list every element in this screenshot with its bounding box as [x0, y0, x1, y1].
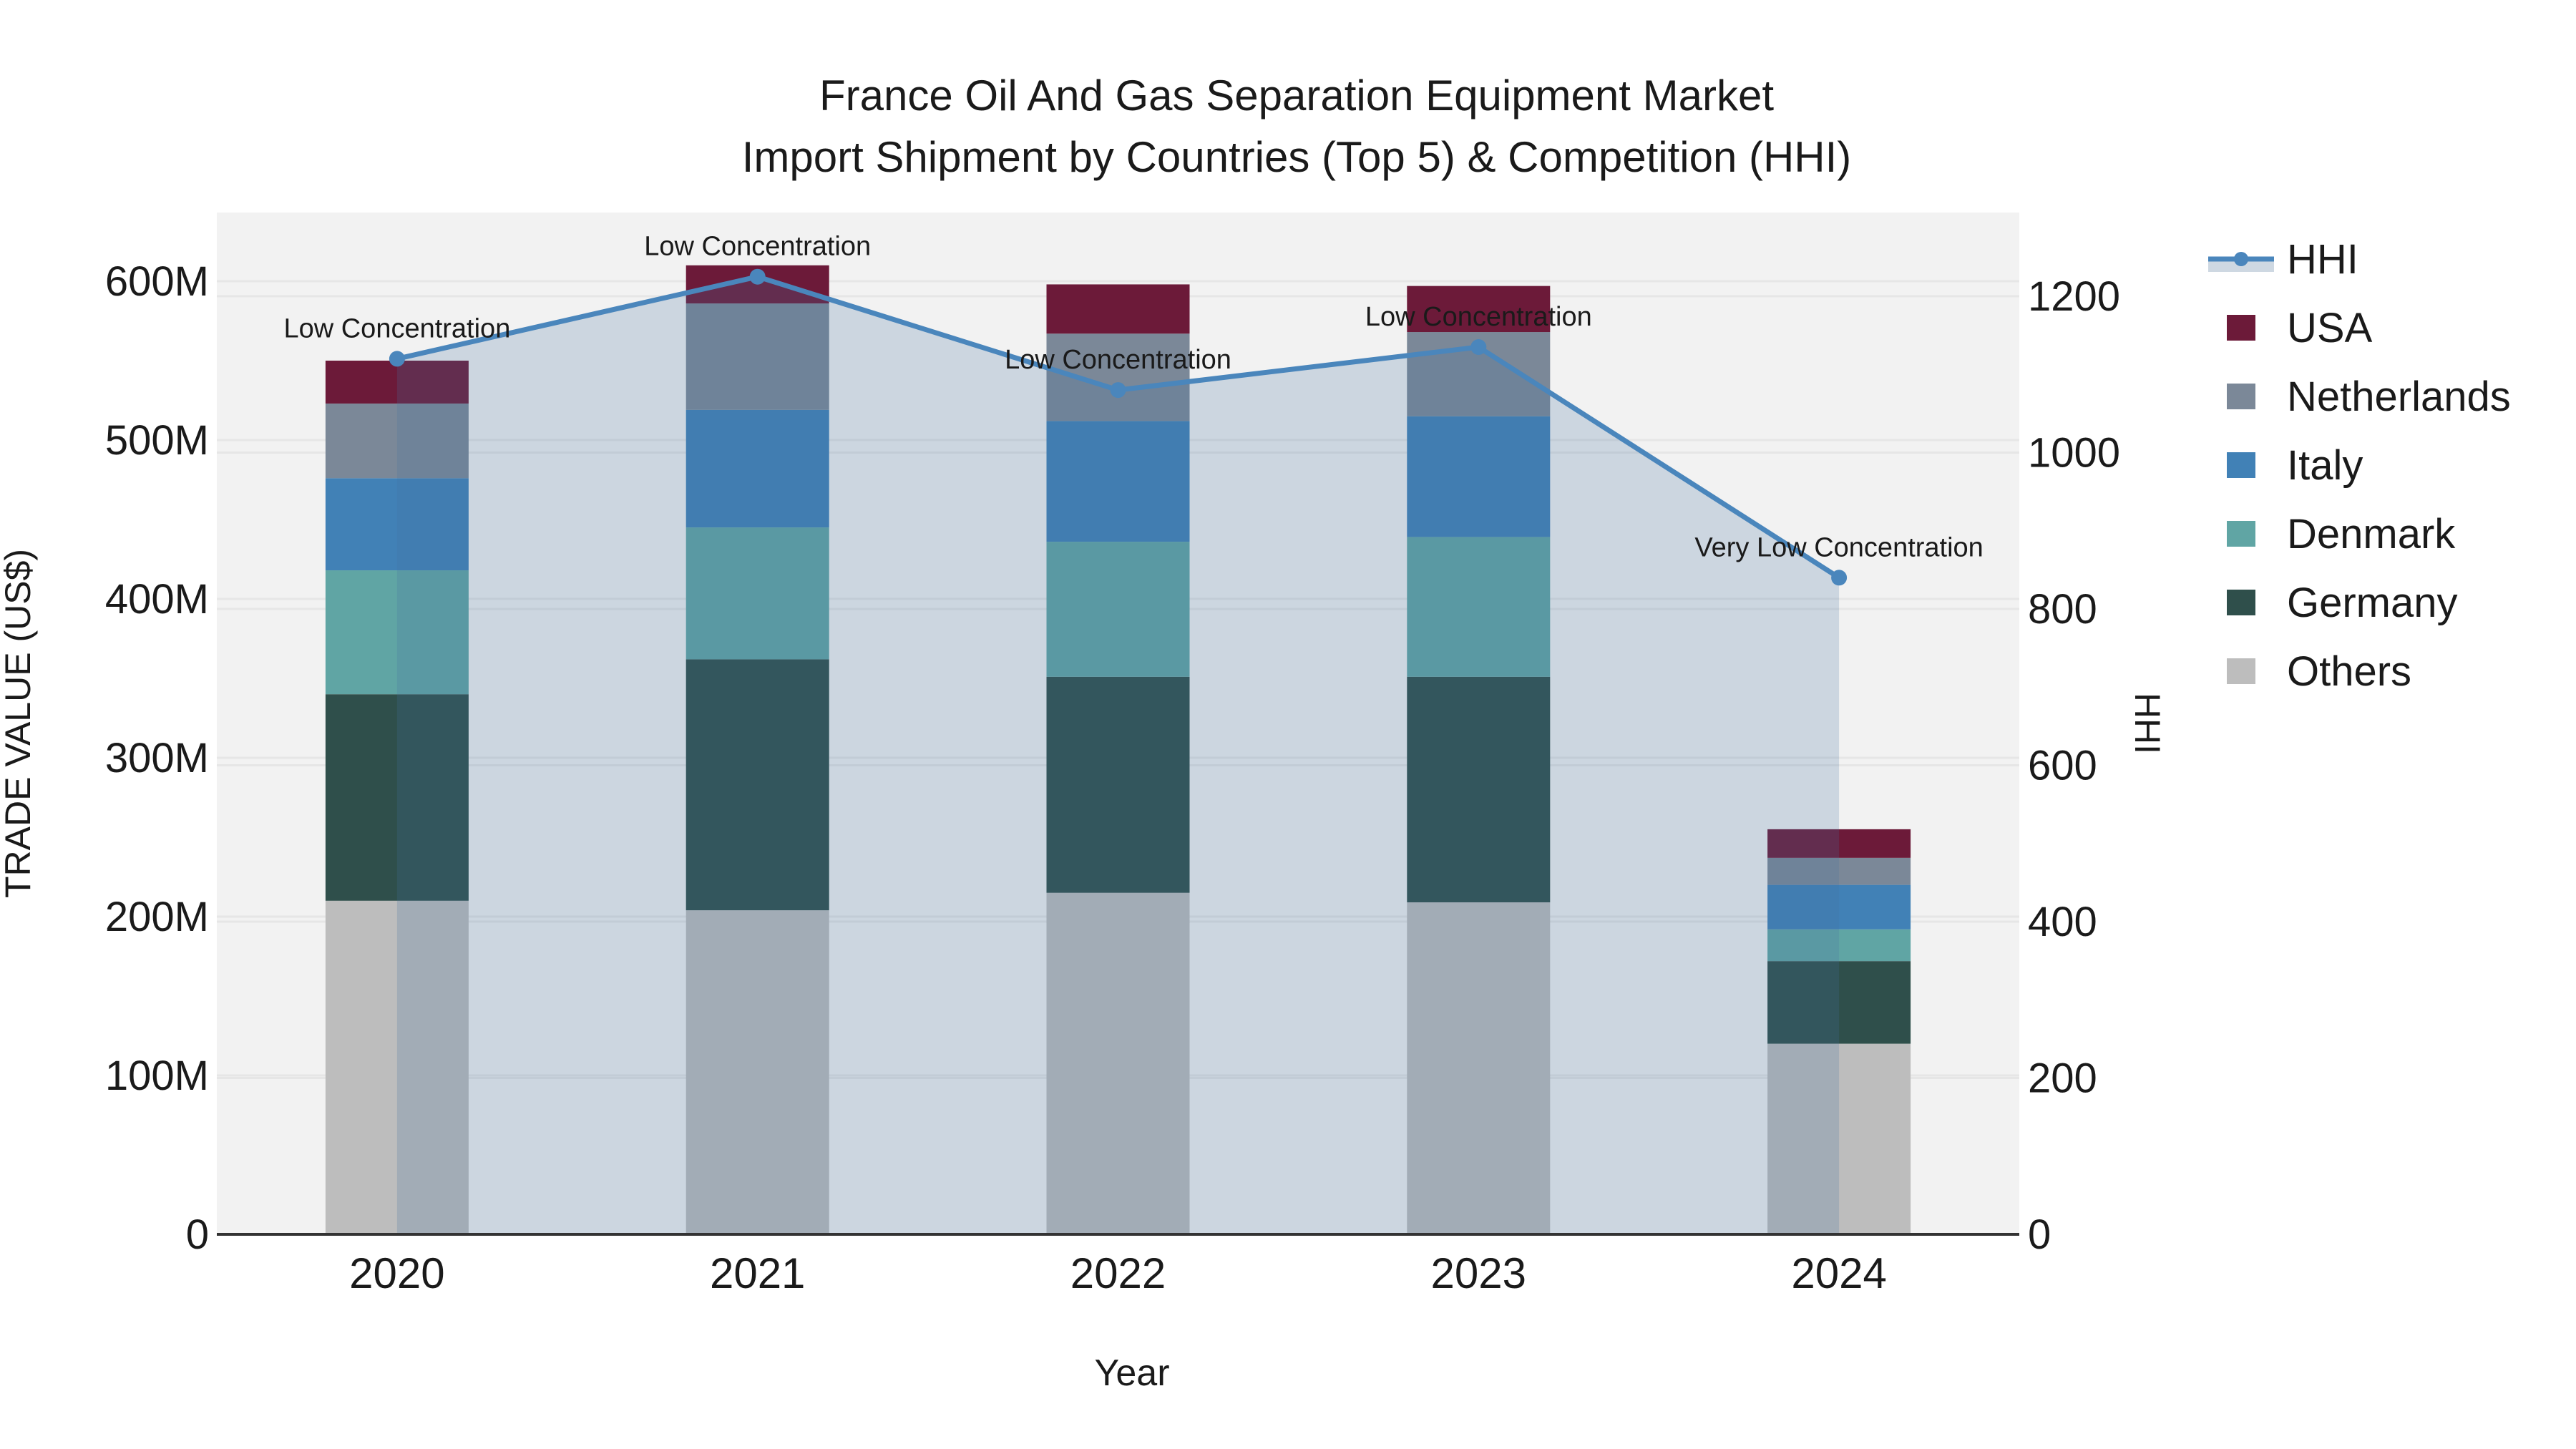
legend-swatch-usa — [2227, 315, 2255, 341]
y-tick-left-100M: 100M — [105, 1053, 209, 1099]
legend-label-others: Others — [2287, 648, 2411, 695]
legend-swatch-denmark — [2227, 521, 2255, 547]
bar-2024-germany — [1767, 961, 1911, 1044]
plot-content: 0 100M 200M 300M 400M 500M 600M 0 200 400 600 800 10… — [105, 213, 2511, 1297]
bar-2023-denmark — [1407, 537, 1551, 677]
legend-item-usa: USA — [2227, 305, 2373, 351]
bar-2021-germany — [686, 659, 829, 911]
hhi-marker-2021 — [749, 268, 766, 285]
y-tick-left-200M: 200M — [105, 894, 209, 940]
legend-item-italy: Italy — [2227, 442, 2363, 489]
legend-item-hhi: HHI — [2208, 236, 2358, 283]
x-tick-2024: 2024 — [1791, 1249, 1886, 1297]
bar-2023-italy — [1407, 416, 1551, 537]
y-tick-right-1200: 1200 — [2028, 273, 2120, 320]
y-tick-right-1000: 1000 — [2028, 430, 2120, 477]
annotation-2020: Low Concentration — [283, 313, 510, 343]
y-tick-right-800: 800 — [2028, 586, 2097, 633]
y-tick-right-400: 400 — [2028, 899, 2097, 945]
x-axis-title: Year — [1094, 1352, 1169, 1394]
legend-swatch-italy — [2227, 452, 2255, 478]
bar-2021-netherlands — [686, 303, 829, 410]
bar-2022-germany — [1046, 676, 1190, 893]
y-tick-right-600: 600 — [2028, 743, 2097, 789]
y-tick-right-200: 200 — [2028, 1055, 2097, 1102]
hhi-area-fill — [396, 276, 1840, 1234]
bar-2022-others — [1046, 892, 1190, 1234]
y-axis-left-title: TRADE VALUE (US$) — [0, 549, 38, 898]
x-tick-2021: 2021 — [710, 1249, 805, 1297]
bar-2021-italy — [686, 409, 829, 528]
bar-2020-denmark — [325, 570, 469, 695]
y-axis-right-title: HHI — [2127, 693, 2167, 754]
hhi-marker-2023 — [1470, 339, 1487, 356]
tick-labels: 0 100M 200M 300M 400M 500M 600M 0 200 400 600 800 10… — [105, 258, 2120, 1297]
x-tick-2023: 2023 — [1431, 1249, 1526, 1297]
bar-2022-italy — [1046, 421, 1190, 542]
y-tick-right-0: 0 — [2028, 1211, 2051, 1258]
chart-title-line1: France Oil And Gas Separation Equipment … — [819, 72, 1774, 119]
bar-2023-others — [1407, 902, 1551, 1234]
hhi-marker-2024 — [1831, 570, 1848, 586]
y-tick-left-0: 0 — [186, 1211, 209, 1258]
bar-2020-netherlands — [325, 403, 469, 479]
annotation-2024: Very Low Concentration — [1694, 532, 1983, 562]
bar-2020-usa — [325, 361, 469, 404]
bar-2021-denmark — [686, 527, 829, 660]
legend-label-hhi: HHI — [2287, 236, 2358, 283]
hhi-marker-2022 — [1110, 382, 1126, 399]
legend-item-netherlands: Netherlands — [2227, 374, 2511, 420]
chart-title-line2: Import Shipment by Countries (Top 5) & C… — [742, 133, 1852, 181]
bar-2024-italy — [1767, 884, 1911, 930]
bar-2023-usa — [1407, 286, 1551, 333]
bar-2020-italy — [325, 478, 469, 571]
legend-label-usa: USA — [2287, 305, 2373, 351]
bar-2024-netherlands — [1767, 857, 1911, 885]
bar-2023-germany — [1407, 676, 1551, 903]
legend-line-marker — [2234, 252, 2248, 266]
bar-2024-others — [1767, 1043, 1911, 1234]
annotation-2023: Low Concentration — [1365, 302, 1592, 332]
bar-2021-others — [686, 910, 829, 1234]
legend-label-italy: Italy — [2287, 442, 2363, 489]
bar-2024-usa — [1767, 829, 1911, 858]
bar-2022-denmark — [1046, 542, 1190, 677]
y-tick-left-600M: 600M — [105, 258, 209, 305]
legend-item-germany: Germany — [2227, 580, 2458, 626]
legend-label-denmark: Denmark — [2287, 511, 2456, 557]
legend-item-others: Others — [2227, 648, 2411, 695]
hhi-marker-2020 — [389, 351, 405, 367]
legend-swatch-netherlands — [2227, 384, 2255, 409]
legend-swatch-germany — [2227, 590, 2255, 615]
annotation-2021: Low Concentration — [644, 232, 871, 262]
legend-swatch-others — [2227, 658, 2255, 684]
bar-2020-others — [325, 900, 469, 1234]
y-tick-left-300M: 300M — [105, 735, 209, 781]
y-tick-left-400M: 400M — [105, 576, 209, 623]
legend-item-denmark: Denmark — [2227, 511, 2456, 557]
bar-2022-usa — [1046, 284, 1190, 334]
legend-label-netherlands: Netherlands — [2287, 374, 2511, 420]
annotation-2022: Low Concentration — [1005, 345, 1231, 375]
y-tick-left-500M: 500M — [105, 417, 209, 464]
stacked-bars — [325, 265, 1911, 1234]
bar-2020-germany — [325, 694, 469, 901]
bar-2024-denmark — [1767, 929, 1911, 962]
x-tick-2022: 2022 — [1070, 1249, 1166, 1297]
x-tick-2020: 2020 — [349, 1249, 444, 1297]
legend-label-germany: Germany — [2287, 580, 2458, 626]
legend: HHI USA Netherlands Italy Denmark Germany Othe… — [2208, 236, 2511, 695]
